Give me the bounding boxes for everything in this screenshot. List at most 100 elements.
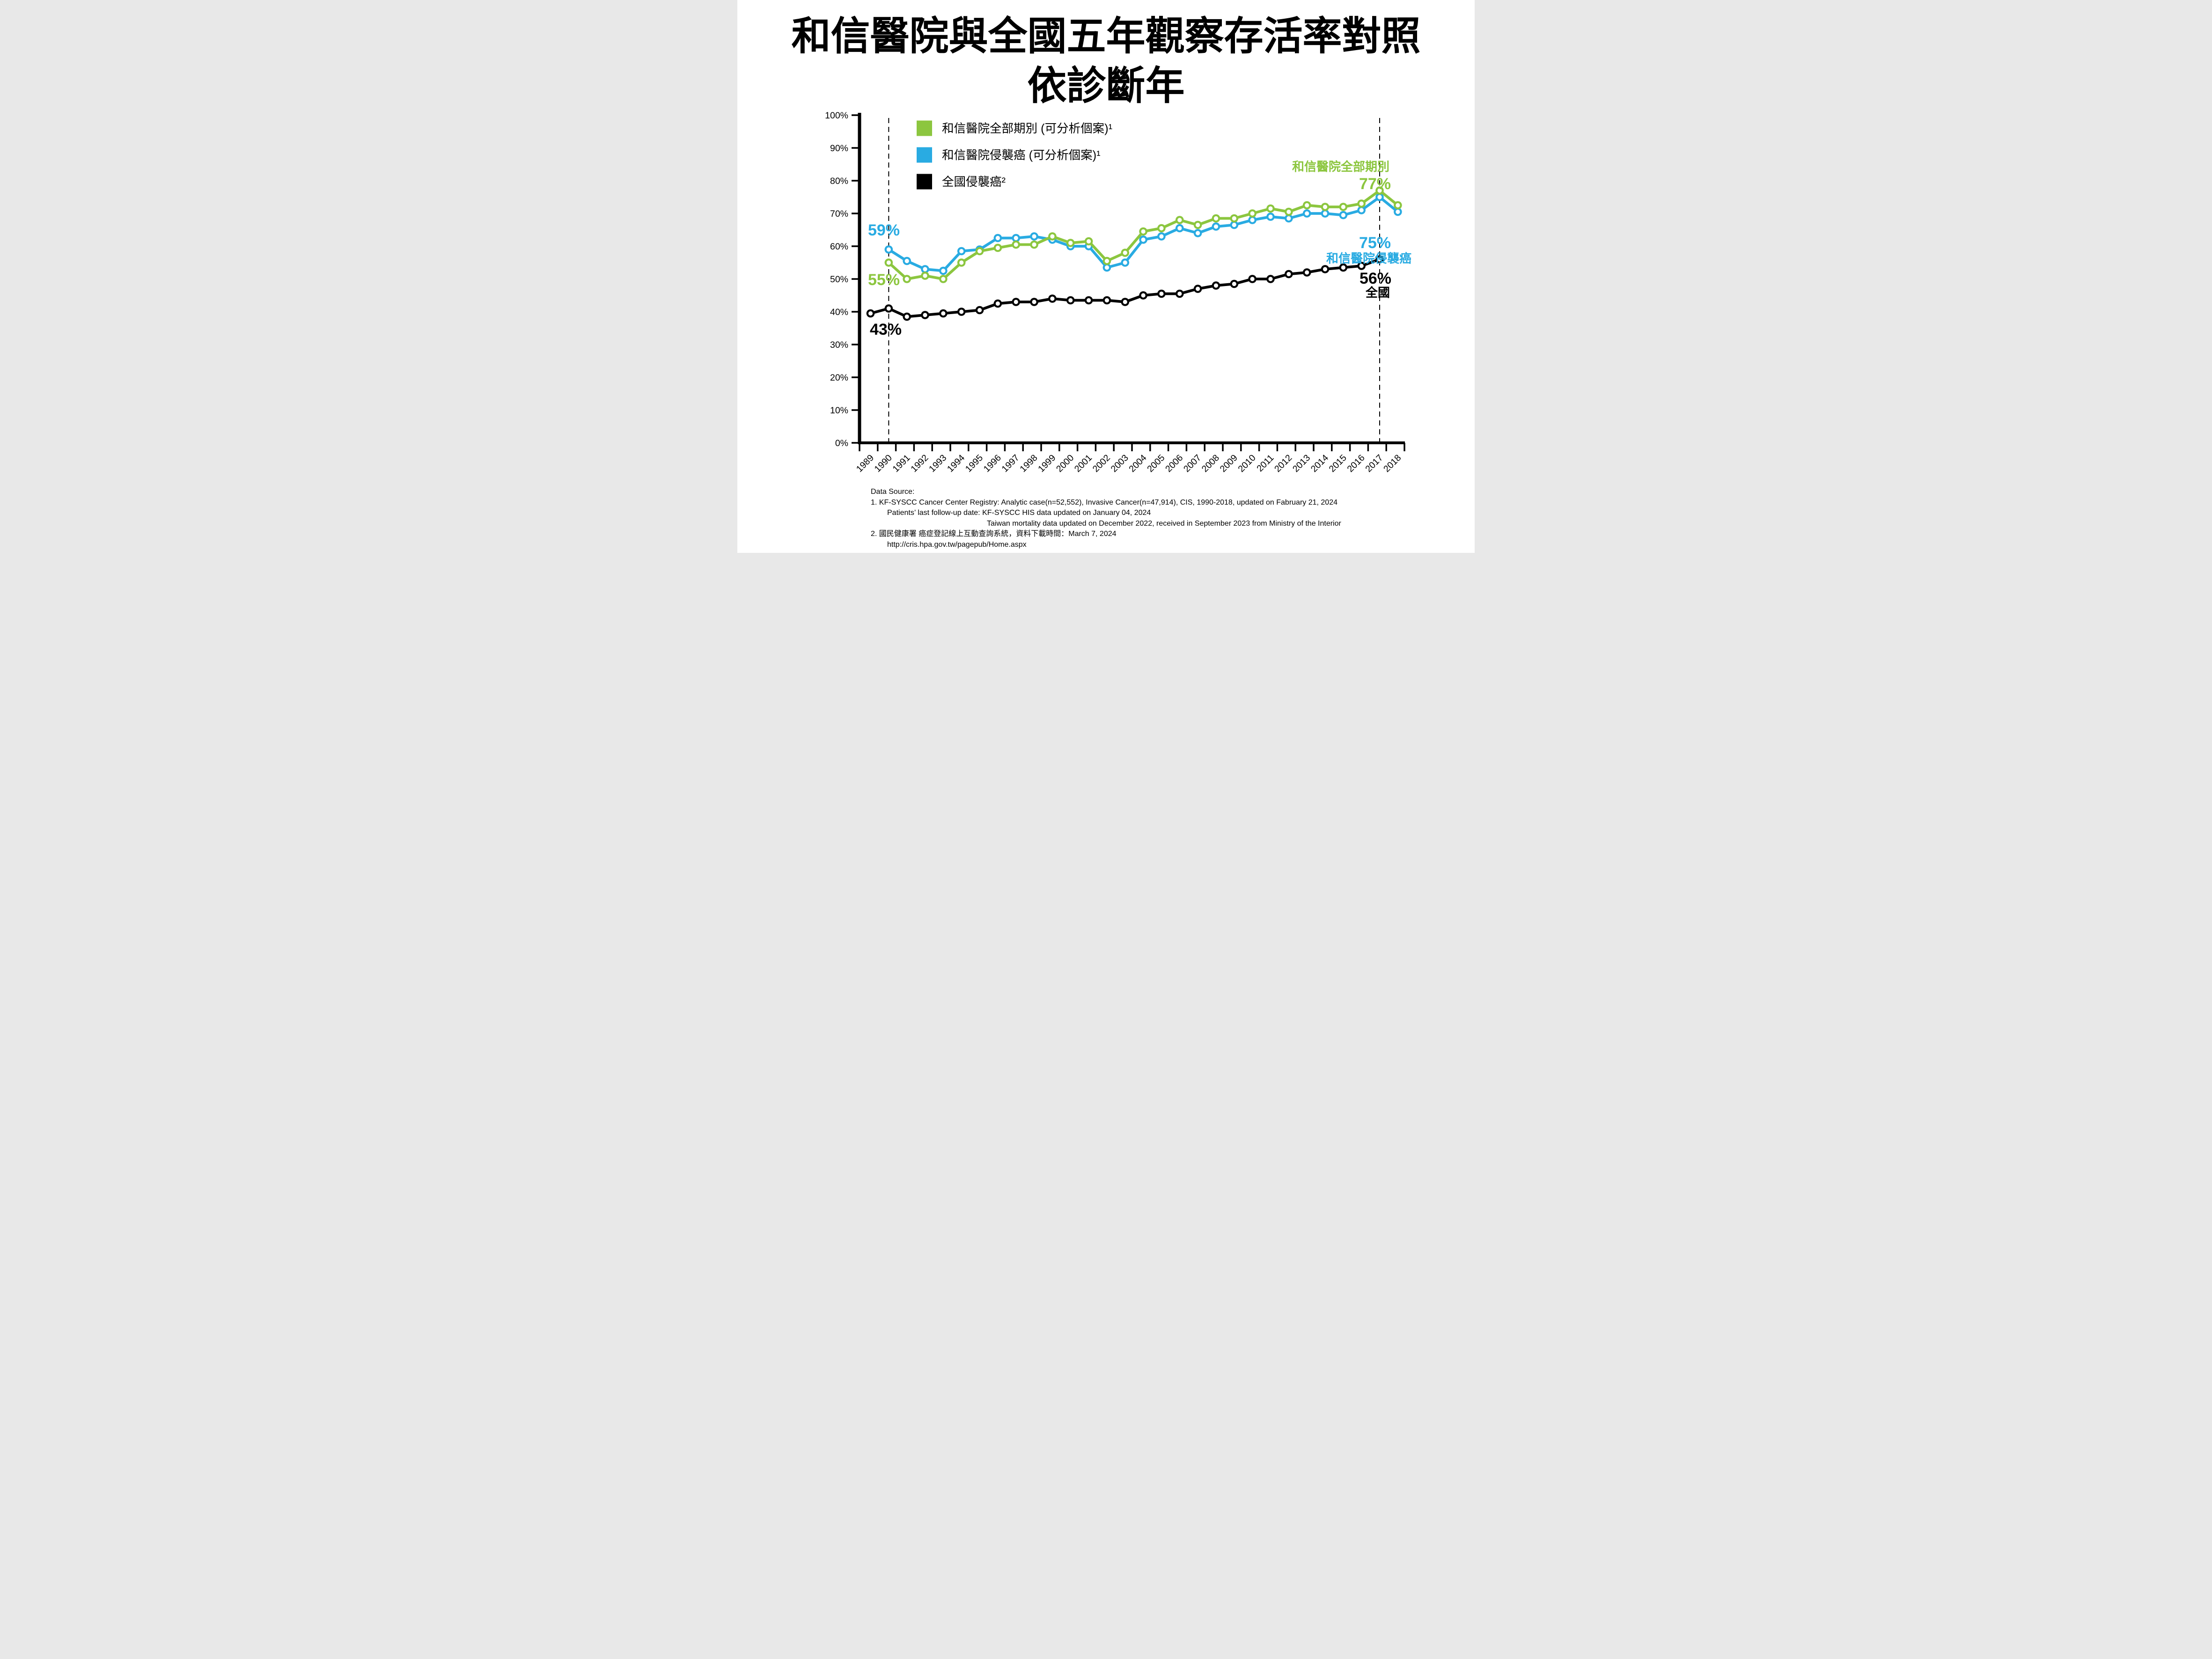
data-point-hole — [886, 247, 891, 252]
data-source-line-1: 1. KF-SYSCC Cancer Center Registry: Anal… — [871, 498, 1337, 507]
data-point-hole — [1196, 222, 1200, 228]
x-axis-label: 1992 — [909, 453, 930, 474]
x-axis-label: 2004 — [1127, 453, 1148, 474]
data-point-hole — [1250, 211, 1255, 216]
data-point-hole — [868, 311, 873, 316]
data-point-hole — [959, 309, 964, 314]
data-source: Data Source: 1. KF-SYSCC Cancer Center R… — [871, 487, 1341, 550]
data-point-hole — [1032, 234, 1036, 239]
data-point-hole — [1232, 281, 1236, 286]
y-axis-label: 10% — [830, 405, 848, 416]
x-axis-label: 1994 — [945, 453, 967, 474]
data-point-hole — [1141, 237, 1146, 242]
data-point-hole — [1286, 216, 1291, 221]
x-axis-label: 2015 — [1327, 453, 1349, 474]
data-source-line-1c: Taiwan mortality data updated on Decembe… — [987, 519, 1341, 528]
data-source-heading: Data Source: — [871, 488, 915, 496]
data-point-hole — [1086, 239, 1091, 244]
x-axis-label: 2009 — [1218, 453, 1240, 474]
data-source-line-1b: Patients’ last follow-up date: KF-SYSCC … — [887, 509, 1151, 517]
data-point-hole — [995, 235, 1000, 241]
annotation-1: 59% — [868, 221, 900, 239]
data-point-hole — [1359, 201, 1364, 206]
data-point-hole — [1359, 208, 1364, 213]
data-point-hole — [1014, 242, 1018, 247]
annotation-9: 全國 — [1365, 286, 1390, 300]
data-point-hole — [1086, 298, 1091, 303]
x-axis-label: 2016 — [1345, 453, 1367, 474]
data-point-hole — [1232, 222, 1236, 228]
x-axis-label: 2014 — [1309, 453, 1330, 474]
data-point-hole — [1268, 277, 1273, 281]
data-point-hole — [959, 260, 964, 265]
data-point-hole — [941, 277, 946, 281]
data-point-hole — [1323, 205, 1328, 209]
data-point-hole — [1123, 300, 1127, 304]
data-point-hole — [1032, 242, 1036, 247]
data-point-hole — [1159, 226, 1164, 231]
survival-line-chart: 0%10%20%30%40%50%60%70%80%90%100%1989199… — [825, 110, 1411, 474]
x-axis-label: 1993 — [927, 453, 948, 474]
slide: 和信醫院與全國五年觀察存活率對照 依診斷年 0% 10% 20% 30% 40% 50% 6… — [737, 0, 1475, 553]
data-point-hole — [1232, 216, 1236, 221]
y-axis-label: 60% — [830, 242, 848, 252]
data-point-hole — [923, 313, 927, 317]
legend-label: 全國侵襲癌² — [942, 176, 1006, 189]
data-point-hole — [904, 277, 909, 281]
y-axis-label: 40% — [830, 307, 848, 317]
x-axis-label: 2007 — [1182, 453, 1203, 474]
data-point-hole — [1341, 213, 1345, 218]
data-point-hole — [1104, 258, 1110, 264]
x-axis-label: 1997 — [1000, 453, 1021, 474]
data-point-hole — [1213, 216, 1219, 221]
data-point-hole — [1286, 209, 1291, 214]
data-point-hole — [1159, 291, 1164, 296]
data-point-hole — [1305, 270, 1309, 275]
page-title: 和信醫院與全國五年觀察存活率對照 依診斷年 — [737, 11, 1475, 110]
y-axis-label: 0% — [835, 438, 848, 448]
data-point-hole — [904, 258, 909, 264]
data-point-hole — [1396, 209, 1400, 214]
annotation-8: 56% — [1360, 270, 1391, 287]
x-axis-label: 1999 — [1036, 453, 1058, 474]
data-point-hole — [1323, 211, 1328, 216]
legend-swatch — [917, 120, 932, 136]
x-axis-label: 2002 — [1091, 453, 1112, 474]
legend-label: 和信醫院侵襲癌 (可分析個案)¹ — [942, 149, 1101, 162]
data-point-hole — [1341, 265, 1345, 270]
x-axis-label: 1991 — [890, 453, 912, 474]
data-point-hole — [959, 249, 964, 254]
data-point-hole — [1377, 257, 1382, 262]
data-point-hole — [1268, 206, 1273, 211]
x-axis-label: 2000 — [1054, 453, 1076, 474]
data-point-hole — [941, 311, 946, 316]
y-axis-label: 50% — [830, 274, 848, 285]
data-point-hole — [1268, 214, 1273, 219]
data-point-hole — [1123, 250, 1127, 255]
x-axis-label: 1990 — [873, 453, 894, 474]
x-axis-label: 2001 — [1073, 453, 1094, 474]
data-point-hole — [1250, 218, 1255, 222]
data-point-hole — [904, 314, 909, 319]
annotation-4: 和信醫院全部期別 — [1292, 160, 1389, 174]
x-axis-label: 2018 — [1382, 453, 1403, 474]
data-point-hole — [995, 245, 1000, 250]
data-point-hole — [1377, 195, 1382, 199]
chart-subtitle: 依診斷年 — [1027, 64, 1185, 108]
legend-swatch — [917, 147, 932, 163]
x-axis-label: 2003 — [1109, 453, 1131, 474]
data-point-hole — [1177, 291, 1182, 296]
data-point-hole — [1286, 272, 1291, 277]
chart-title: 和信醫院與全國五年觀察存活率對照 — [791, 14, 1421, 58]
data-point-hole — [1177, 218, 1182, 222]
data-point-hole — [1050, 296, 1055, 301]
annotation-7: 和信醫院侵襲癌 — [1326, 251, 1411, 265]
data-point-hole — [1104, 265, 1110, 270]
data-point-hole — [1359, 264, 1364, 268]
data-point-hole — [886, 306, 891, 311]
annotation-2: 55% — [868, 271, 900, 289]
y-axis-label: 80% — [830, 176, 848, 186]
data-point-hole — [1141, 293, 1146, 298]
x-axis-label: 2013 — [1291, 453, 1312, 474]
data-point-hole — [886, 260, 891, 265]
